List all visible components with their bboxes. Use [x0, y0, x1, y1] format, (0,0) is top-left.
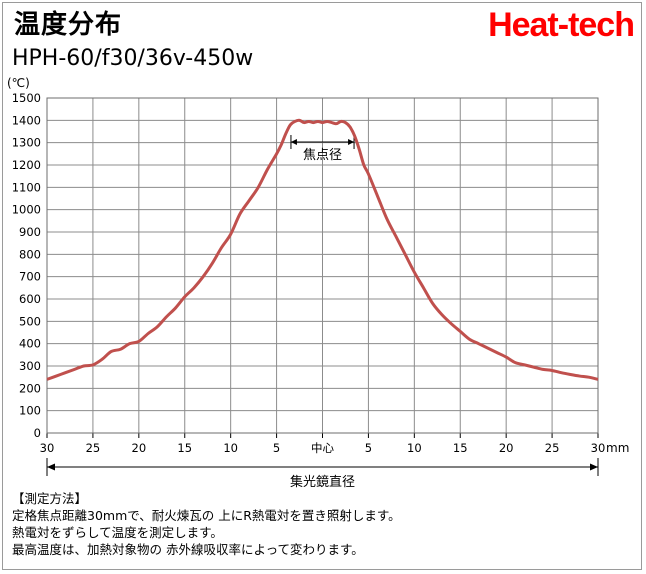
y-tick-label: 1400 — [12, 113, 41, 127]
x-tick-label: 15 — [453, 441, 468, 455]
y-tick-label: 600 — [19, 292, 41, 306]
x-tick-label: 10 — [223, 441, 238, 455]
x-tick-label: 10 — [407, 441, 422, 455]
y-tick-label: 1200 — [12, 158, 41, 172]
notes-line: 最高温度は、加熱対象物の 赤外線吸収率によって変わります。 — [12, 542, 364, 557]
y-tick-label: 1100 — [12, 180, 41, 194]
collector-arrowhead — [590, 463, 598, 471]
collector-arrowhead — [47, 463, 55, 471]
y-tick-label: 500 — [19, 314, 41, 328]
x-tick-label: 5 — [273, 441, 280, 455]
plot-area-border — [46, 97, 599, 434]
collector-diameter-label: 集光鏡直径 — [290, 474, 355, 490]
x-tick-label: 中心 — [311, 441, 334, 455]
x-tick-label: 15 — [177, 441, 192, 455]
y-tick-label: 300 — [19, 359, 41, 373]
annotations — [46, 135, 599, 476]
y-axis-label: (℃) — [7, 76, 30, 90]
brand-logo-text: Heat-tech — [488, 6, 635, 44]
x-axis-label: mm — [606, 441, 629, 455]
notes-heading: 【測定方法】 — [12, 491, 88, 506]
focal-arrowhead — [290, 139, 297, 145]
series-line — [46, 118, 599, 381]
x-tick-label: 20 — [132, 441, 147, 455]
chart-title: 温度分布 — [14, 10, 123, 40]
focal-arrowhead — [348, 139, 355, 145]
y-tick-label: 700 — [19, 270, 41, 284]
x-tick-label: 25 — [545, 441, 560, 455]
y-tick-label: 200 — [19, 381, 41, 395]
y-tick-label: 1000 — [12, 203, 41, 217]
y-tick-labels: 0 100 200 300 400 500 600 700 800 900 1000 1100 1200… — [12, 91, 41, 440]
y-tick-label: 400 — [19, 337, 41, 351]
x-tick-label: 25 — [86, 441, 101, 455]
measurement-notes: 【測定方法】 定格焦点距離30mmで、耐火煉瓦の 上にR熱電対を置き照射します。… — [12, 490, 401, 558]
y-tick-label: 100 — [19, 404, 41, 418]
notes-line: 熱電対をずらして温度を測定します。 — [12, 525, 223, 540]
notes-line: 定格焦点距離30mmで、耐火煉瓦の 上にR熱電対を置き照射します。 — [12, 508, 401, 523]
y-tick-label: 0 — [34, 426, 41, 440]
x-tick-label: 30 — [591, 441, 606, 455]
y-tick-label: 1300 — [12, 136, 41, 150]
x-tick-label: 20 — [499, 441, 514, 455]
x-tick-labels: 30 25 20 15 10 5 中心 5 10 15 20 25 30 — [40, 441, 606, 455]
x-tick-label: 30 — [40, 441, 55, 455]
focal-diameter-label: 焦点径 — [303, 148, 342, 163]
y-tick-label: 1500 — [12, 91, 41, 105]
y-tick-label: 800 — [19, 247, 41, 261]
y-tick-label: 900 — [19, 225, 41, 239]
chart-subtitle: HPH-60/f30/36v-450w — [12, 46, 254, 71]
grid-lines — [46, 97, 599, 438]
x-tick-label: 5 — [365, 441, 372, 455]
